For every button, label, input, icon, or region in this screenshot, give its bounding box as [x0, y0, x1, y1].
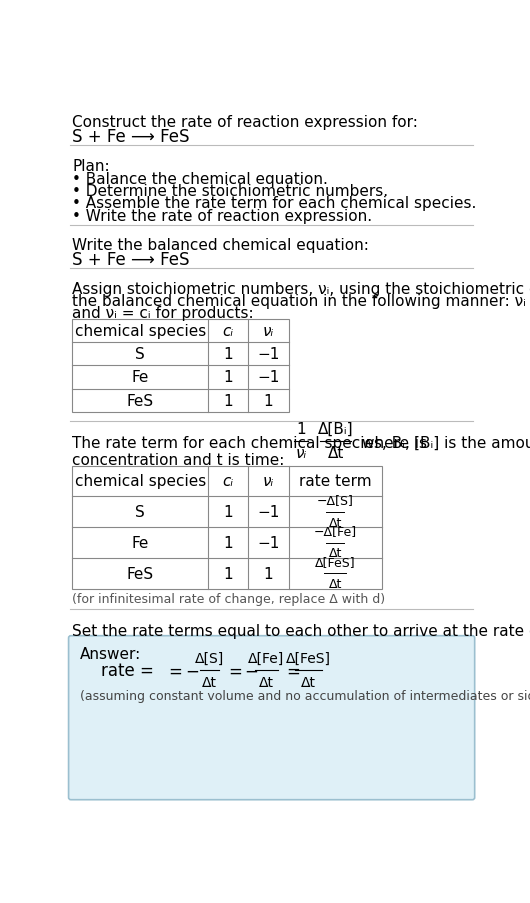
Text: (for infinitesimal rate of change, replace Δ with d): (for infinitesimal rate of change, repla…	[73, 592, 386, 605]
Text: Δ[S]: Δ[S]	[195, 651, 224, 666]
Text: νᵢ: νᵢ	[263, 474, 274, 489]
Text: =: =	[228, 662, 242, 680]
Text: Construct the rate of reaction expression for:: Construct the rate of reaction expressio…	[73, 115, 418, 129]
Text: rate term: rate term	[299, 474, 372, 489]
Text: −: −	[244, 662, 258, 680]
Text: Δ[Bᵢ]: Δ[Bᵢ]	[318, 422, 354, 437]
Text: Fe: Fe	[131, 370, 149, 385]
Text: FeS: FeS	[127, 566, 154, 582]
FancyBboxPatch shape	[68, 636, 475, 800]
Text: −1: −1	[258, 505, 280, 519]
Text: Δt: Δt	[328, 445, 344, 461]
Text: cᵢ: cᵢ	[223, 474, 234, 489]
Text: −: −	[185, 662, 199, 680]
Text: Δ[FeS]: Δ[FeS]	[286, 651, 331, 666]
Text: 1: 1	[224, 393, 233, 408]
Text: −1: −1	[258, 347, 280, 362]
Text: the balanced chemical equation in the following manner: νᵢ = −cᵢ for reactants: the balanced chemical equation in the fo…	[73, 293, 530, 309]
Text: cᵢ: cᵢ	[223, 324, 234, 339]
Text: νᵢ: νᵢ	[263, 324, 274, 339]
Bar	[73, 466, 382, 589]
Text: • Determine the stoichiometric numbers.: • Determine the stoichiometric numbers.	[73, 183, 388, 199]
Text: Δt: Δt	[259, 675, 273, 689]
Text: 1: 1	[264, 566, 273, 582]
Text: 1: 1	[224, 370, 233, 385]
Text: 1: 1	[224, 566, 233, 582]
Text: S + Fe ⟶ FeS: S + Fe ⟶ FeS	[73, 128, 190, 146]
Text: Δt: Δt	[302, 675, 316, 689]
Text: FeS: FeS	[127, 393, 154, 408]
Text: chemical species: chemical species	[75, 324, 206, 339]
Text: Plan:: Plan:	[73, 158, 110, 173]
Text: Δ[FeS]: Δ[FeS]	[315, 555, 356, 568]
Text: • Write the rate of reaction expression.: • Write the rate of reaction expression.	[73, 209, 373, 223]
Text: =: =	[168, 662, 182, 680]
Text: Δt: Δt	[329, 547, 342, 560]
Text: Set the rate terms equal to each other to arrive at the rate expression:: Set the rate terms equal to each other t…	[73, 623, 530, 638]
Text: νᵢ: νᵢ	[295, 445, 307, 461]
Text: (assuming constant volume and no accumulation of intermediates or side products): (assuming constant volume and no accumul…	[80, 689, 530, 702]
Text: 1: 1	[224, 505, 233, 519]
Text: where [Bᵢ] is the amount: where [Bᵢ] is the amount	[363, 435, 530, 451]
Text: −1: −1	[258, 535, 280, 551]
Text: Write the balanced chemical equation:: Write the balanced chemical equation:	[73, 237, 369, 253]
Text: Δ[Fe]: Δ[Fe]	[248, 651, 284, 666]
Text: Δt: Δt	[202, 675, 217, 689]
Text: −Δ[Fe]: −Δ[Fe]	[314, 525, 357, 537]
Text: Answer:: Answer:	[80, 646, 142, 661]
Text: • Assemble the rate term for each chemical species.: • Assemble the rate term for each chemic…	[73, 196, 477, 211]
Text: S: S	[135, 347, 145, 362]
Text: Assign stoichiometric numbers, νᵢ, using the stoichiometric coefficients, cᵢ, fr: Assign stoichiometric numbers, νᵢ, using…	[73, 282, 530, 296]
Text: concentration and t is time:: concentration and t is time:	[73, 452, 285, 467]
Text: −1: −1	[258, 370, 280, 385]
Text: Fe: Fe	[131, 535, 149, 551]
Text: 1: 1	[224, 535, 233, 551]
Text: The rate term for each chemical species, Bᵢ, is: The rate term for each chemical species,…	[73, 435, 428, 451]
Text: Δt: Δt	[329, 578, 342, 591]
Text: and νᵢ = cᵢ for products:: and νᵢ = cᵢ for products:	[73, 306, 254, 321]
Text: −Δ[S]: −Δ[S]	[317, 494, 354, 507]
Text: S: S	[135, 505, 145, 519]
Text: Δt: Δt	[329, 516, 342, 529]
Text: rate =: rate =	[101, 662, 154, 680]
Text: 1: 1	[224, 347, 233, 362]
Text: =: =	[286, 662, 301, 680]
Text: • Balance the chemical equation.: • Balance the chemical equation.	[73, 172, 328, 186]
Text: S + Fe ⟶ FeS: S + Fe ⟶ FeS	[73, 251, 190, 268]
Text: 1: 1	[264, 393, 273, 408]
Text: 1: 1	[296, 422, 306, 437]
Text: chemical species: chemical species	[75, 474, 206, 489]
Bar	[73, 320, 289, 412]
